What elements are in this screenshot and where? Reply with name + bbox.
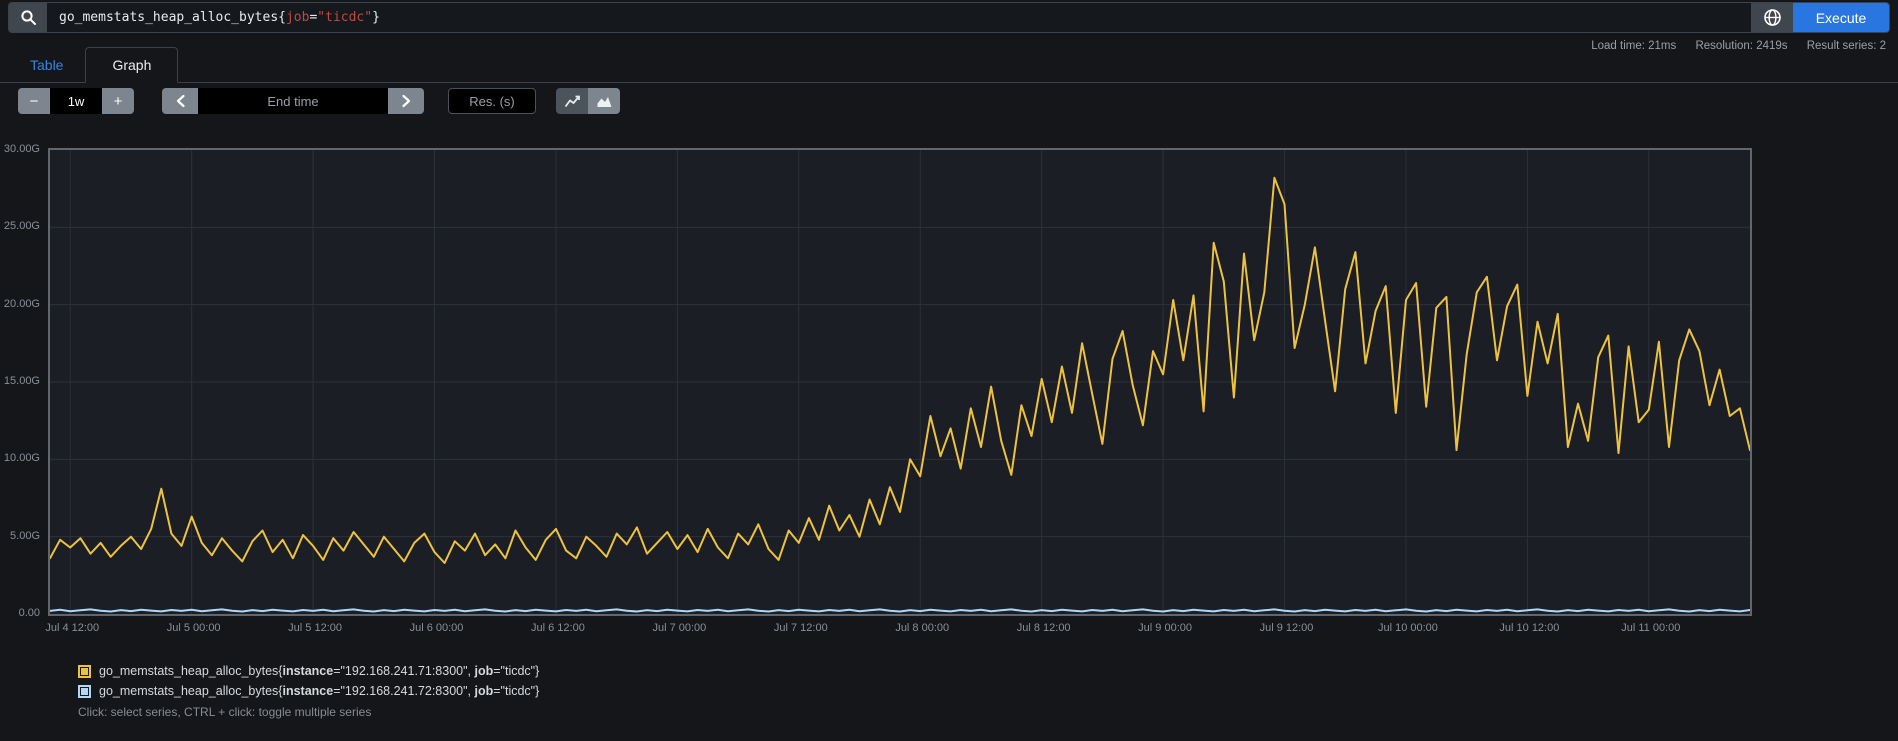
y-axis-label: 10.00G [3, 452, 40, 465]
chart-type-toggle [556, 88, 620, 114]
legend: go_memstats_heap_alloc_bytes{instance="1… [78, 661, 539, 701]
legend-item[interactable]: go_memstats_heap_alloc_bytes{instance="1… [78, 661, 539, 681]
series-line [50, 176, 1750, 564]
x-axis-label: Jul 8 00:00 [895, 622, 950, 634]
result-series: Result series: 2 [1806, 40, 1886, 52]
tab-table[interactable]: Table [30, 57, 64, 73]
range-increase-button[interactable]: + [102, 88, 134, 114]
y-axis-label: 0.00 [18, 607, 40, 619]
globe-icon [1763, 9, 1781, 26]
x-axis-label: Jul 7 00:00 [652, 622, 707, 634]
query-bar: go_memstats_heap_alloc_bytes{job = "ticdc"… [8, 2, 1890, 33]
time-back-button[interactable] [162, 88, 198, 114]
x-axis-label: Jul 9 00:00 [1138, 622, 1192, 634]
resolution-input[interactable] [448, 88, 536, 114]
legend-label: go_memstats_heap_alloc_bytes{instance="1… [99, 684, 540, 698]
series-line [50, 608, 1750, 613]
query-label-name: job [285, 10, 310, 25]
end-time-group [162, 88, 424, 114]
chevron-right-icon [401, 94, 410, 108]
stacked-chart-mode-button[interactable] [588, 88, 620, 114]
view-tabs: Table Graph [0, 42, 1898, 83]
query-metric: go_memstats_heap_alloc_bytes{ [59, 10, 286, 25]
y-axis-label: 25.00G [3, 220, 40, 233]
x-axis-label: Jul 6 12:00 [531, 622, 585, 634]
line-chart-mode-button[interactable] [556, 88, 588, 114]
x-axis-label: Jul 11 00:00 [1621, 622, 1681, 634]
time-forward-button[interactable] [388, 88, 424, 114]
plot-canvas[interactable] [50, 150, 1750, 614]
end-time-input[interactable] [198, 88, 388, 114]
search-addon [9, 3, 47, 32]
legend-hint: Click: select series, CTRL + click: togg… [78, 705, 372, 719]
y-axis-label: 30.00G [3, 143, 40, 155]
tab-graph[interactable]: Graph [85, 47, 179, 83]
metrics-explorer-button[interactable] [1751, 3, 1793, 32]
stacked-chart-icon [597, 96, 611, 107]
x-axis-label: Jul 4 12:00 [45, 622, 100, 634]
x-axis: Jul 4 12:00 Jul 5 00:00 Jul 5 12:00 Jul 6 0… [45, 622, 1752, 638]
x-axis-label: Jul 9 12:00 [1259, 622, 1314, 634]
x-axis-label: Jul 10 12:00 [1499, 622, 1560, 634]
y-axis-label: 20.00G [3, 297, 40, 310]
load-time: Load time: 21ms [1591, 40, 1677, 52]
query-label-value: "ticdc" [317, 10, 373, 25]
legend-label: go_memstats_heap_alloc_bytes{instance="1… [99, 664, 540, 678]
legend-item[interactable]: go_memstats_heap_alloc_bytes{instance="1… [78, 681, 539, 701]
plot-area[interactable] [48, 148, 1752, 616]
line-chart-icon [564, 95, 580, 107]
query-close-brace: } [372, 10, 380, 25]
x-axis-label: Jul 5 00:00 [166, 622, 221, 634]
x-axis-label: Jul 8 12:00 [1016, 622, 1071, 634]
range-group: − + [18, 88, 134, 114]
legend-swatch-blue [78, 684, 91, 698]
query-equals: = [309, 10, 318, 25]
graph-panel: 0.00 5.00G 10.00G 15.00G 20.00G 25.00G 30.00G … [0, 143, 1898, 648]
y-axis: 0.00 5.00G 10.00G 15.00G 20.00G 25.00G 30.00G [0, 143, 44, 619]
range-decrease-button[interactable]: − [18, 88, 50, 114]
range-input[interactable] [50, 88, 102, 114]
search-icon [20, 10, 36, 25]
x-axis-label: Jul 7 12:00 [773, 622, 828, 634]
x-axis-label: Jul 5 12:00 [288, 622, 342, 634]
y-axis-label: 15.00G [3, 375, 40, 387]
y-axis-label: 5.00G [10, 529, 40, 542]
resolution: Resolution: 2419s [1695, 40, 1788, 52]
legend-swatch-yellow [78, 664, 91, 678]
query-stats: Load time: 21ms Resolution: 2419s Result… [1575, 40, 1886, 52]
x-axis-label: Jul 10 00:00 [1377, 622, 1438, 634]
x-axis-label: Jul 6 00:00 [409, 622, 464, 634]
graph-controls: − + [18, 88, 620, 114]
chevron-left-icon [176, 94, 185, 108]
query-expression-input[interactable]: go_memstats_heap_alloc_bytes{job = "ticdc"… [47, 3, 1751, 32]
execute-button[interactable]: Execute [1793, 3, 1889, 32]
